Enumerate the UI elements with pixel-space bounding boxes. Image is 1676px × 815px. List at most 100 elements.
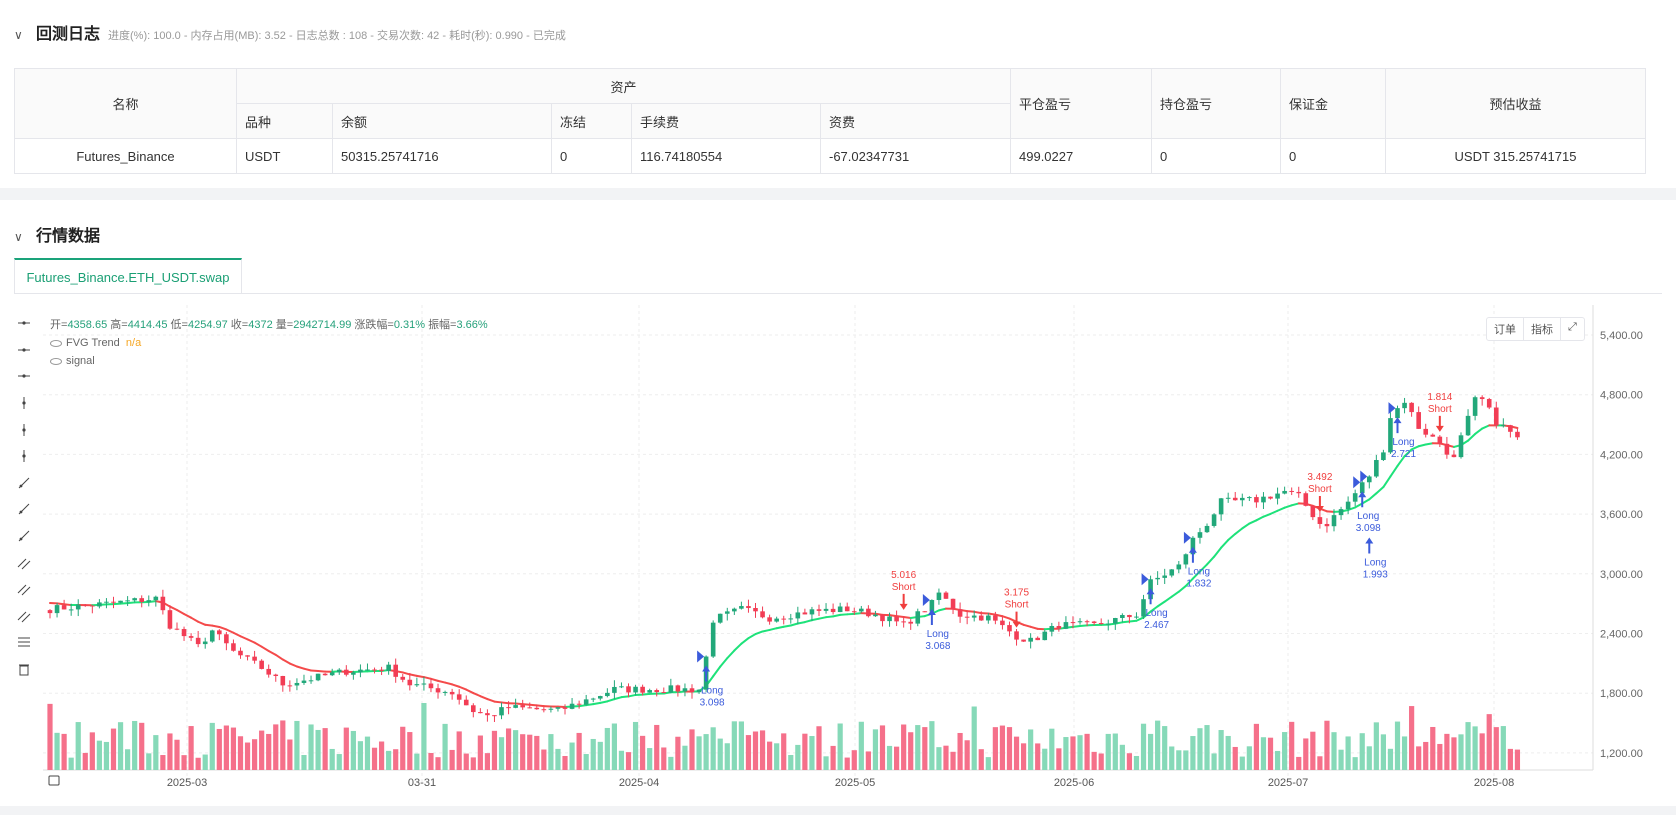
candle-body bbox=[54, 605, 60, 614]
long-entry-marker bbox=[1141, 573, 1149, 586]
fvg-trend-segment bbox=[535, 704, 545, 708]
parallel-channel-icon[interactable] bbox=[14, 576, 34, 603]
indicators-button[interactable]: 指标 bbox=[1524, 318, 1561, 340]
signal-value-label: 1.993 bbox=[1363, 569, 1388, 580]
volume-bar bbox=[103, 741, 110, 770]
header-name: 名称 bbox=[14, 68, 237, 139]
candle-body bbox=[1515, 431, 1520, 438]
arrow-line-icon[interactable] bbox=[14, 523, 34, 550]
fvg-trend-segment bbox=[761, 628, 771, 633]
candle-body bbox=[950, 598, 956, 610]
candle-body bbox=[1458, 435, 1464, 458]
ray-icon[interactable] bbox=[14, 496, 34, 523]
candle-body bbox=[485, 713, 490, 716]
legend-fvg-trend[interactable]: FVG Trend n/a bbox=[50, 334, 488, 352]
delete-icon[interactable] bbox=[14, 656, 34, 683]
fvg-trend-segment bbox=[218, 625, 228, 631]
subheader-fee: 手续费 bbox=[631, 103, 821, 139]
volume-bar bbox=[174, 739, 180, 770]
candle-body bbox=[372, 669, 377, 671]
fvg-trend-segment bbox=[1361, 498, 1371, 505]
fvg-trend-segment bbox=[1417, 443, 1427, 448]
fvg-trend-segment bbox=[627, 693, 637, 698]
multi-channel-icon[interactable] bbox=[14, 603, 34, 630]
orders-button[interactable]: 订单 bbox=[1487, 318, 1524, 340]
horizontal-ray-icon[interactable] bbox=[14, 337, 34, 364]
candle-body bbox=[555, 707, 561, 709]
price-tick-label: 3,000.00 bbox=[1600, 569, 1643, 581]
signal-type-label: Long bbox=[1145, 608, 1167, 619]
volume-bar bbox=[731, 721, 737, 770]
fvg-trend-segment bbox=[486, 698, 496, 703]
candle-body bbox=[1366, 476, 1372, 483]
line-segment-icon[interactable] bbox=[14, 363, 34, 390]
candle-body bbox=[329, 672, 335, 676]
volume-bar bbox=[1140, 723, 1147, 770]
volume-bar bbox=[280, 720, 286, 770]
log-header[interactable]: ∨ 回测日志 进度(%): 100.0 - 内存占用(MB): 3.52 - 日… bbox=[14, 20, 566, 44]
candle-body bbox=[583, 699, 589, 705]
arrow-up-icon bbox=[927, 608, 936, 625]
volume-bar bbox=[1049, 728, 1055, 770]
candle-body bbox=[400, 676, 406, 680]
header-margin: 保证金 bbox=[1280, 68, 1386, 139]
candle-body bbox=[513, 705, 518, 708]
candle-body bbox=[689, 688, 695, 693]
tab-eth-usdt-swap[interactable]: Futures_Binance.ETH_USDT.swap bbox=[14, 258, 242, 294]
eye-icon[interactable] bbox=[50, 339, 62, 347]
fullscreen-icon[interactable]: ⤢ bbox=[1568, 321, 1577, 333]
volume-bar bbox=[463, 753, 469, 770]
date-tick-label: 2025-03 bbox=[167, 777, 207, 789]
volume-bar bbox=[1338, 749, 1344, 770]
fib-lines-icon[interactable] bbox=[14, 629, 34, 656]
candle-body bbox=[753, 608, 758, 612]
volume-bar bbox=[879, 725, 886, 770]
volume-bar bbox=[1274, 750, 1281, 770]
candle-body bbox=[1486, 399, 1492, 408]
chevron-down-icon[interactable]: ∨ bbox=[14, 230, 23, 244]
fvg-trend-segment bbox=[1290, 502, 1300, 507]
candle-body bbox=[626, 686, 631, 693]
legend-signal[interactable]: signal bbox=[50, 352, 488, 370]
candle-body bbox=[231, 643, 236, 651]
candle-body bbox=[901, 621, 906, 623]
fvg-trend-segment bbox=[211, 624, 221, 628]
volume-bar bbox=[865, 751, 871, 770]
volume-bar bbox=[414, 753, 420, 770]
fvg-trend-segment bbox=[966, 610, 976, 613]
candlestick-chart[interactable]: 5,400.00 4,800.00 4,200.00 3,600.00 3,000.00… bbox=[0, 300, 1676, 800]
volume-bar bbox=[386, 750, 392, 770]
vertical-ray-icon[interactable] bbox=[14, 443, 34, 470]
date-tick-label: 2025-08 bbox=[1474, 777, 1514, 789]
volume-bar bbox=[696, 736, 702, 770]
candle-body bbox=[47, 610, 53, 614]
vertical-line-icon[interactable] bbox=[14, 390, 34, 417]
arrow-down-icon bbox=[899, 593, 908, 610]
volume-bar bbox=[929, 721, 935, 770]
volume-bar bbox=[816, 726, 822, 770]
eye-icon[interactable] bbox=[50, 357, 62, 365]
header-assets: 资产 bbox=[236, 68, 1011, 104]
volume-bar bbox=[1282, 732, 1288, 770]
volume-bar bbox=[632, 721, 639, 770]
chevron-down-icon[interactable]: ∨ bbox=[14, 28, 23, 42]
candle-body bbox=[160, 596, 166, 611]
trend-line-icon[interactable] bbox=[14, 470, 34, 497]
fvg-trend-segment bbox=[274, 653, 284, 661]
price-tick-label: 5,400.00 bbox=[1600, 330, 1643, 342]
volume-bar bbox=[308, 724, 314, 770]
candle-body bbox=[188, 636, 194, 638]
volume-bar bbox=[1105, 733, 1111, 770]
candle-body bbox=[478, 712, 483, 714]
volume-bar bbox=[752, 731, 759, 770]
candle-body bbox=[181, 629, 187, 637]
volume-bar bbox=[1133, 755, 1140, 770]
fvg-trend-segment bbox=[1424, 442, 1434, 446]
vertical-segment-icon[interactable] bbox=[14, 416, 34, 443]
candle-body bbox=[1289, 490, 1294, 492]
signal-type-label: Long bbox=[1364, 557, 1386, 568]
price-range-icon[interactable] bbox=[14, 549, 34, 576]
horizontal-line-icon[interactable] bbox=[14, 310, 34, 337]
market-header[interactable]: ∨ 行情数据 bbox=[14, 222, 100, 246]
volume-bar bbox=[1162, 726, 1168, 770]
